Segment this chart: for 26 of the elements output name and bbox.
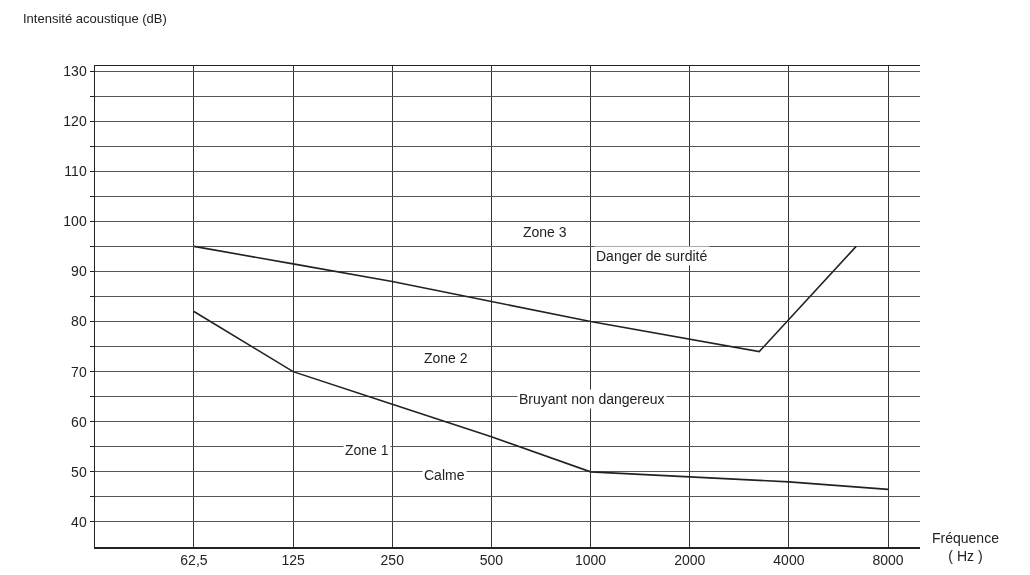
annotation: Zone 2 xyxy=(424,350,468,366)
y-axis-title: Intensité acoustique (dB) xyxy=(23,11,167,26)
x-tick-label: 62,5 xyxy=(180,552,208,569)
y-tick-label: 130 xyxy=(63,62,87,79)
x-tick-label: 125 xyxy=(281,552,305,569)
x-tick-label: 1000 xyxy=(575,552,607,569)
y-tick-label: 40 xyxy=(71,513,87,530)
y-tick-label: 80 xyxy=(71,313,87,330)
annotation: Zone 1 xyxy=(345,442,389,458)
x-tick-label: 8000 xyxy=(872,552,904,569)
x-tick-label: 2000 xyxy=(674,552,706,569)
annotation: Calme xyxy=(424,467,465,483)
annotation: Zone 3 xyxy=(523,224,567,240)
y-tick-label: 50 xyxy=(71,463,87,480)
y-tick-label: 60 xyxy=(71,413,87,430)
y-tick-label: 100 xyxy=(63,213,87,230)
y-tick-label: 90 xyxy=(71,263,87,280)
y-tick-label: 110 xyxy=(64,163,87,180)
x-tick-label: 500 xyxy=(479,552,504,569)
x-tick-label: 4000 xyxy=(773,552,805,569)
annotation: Danger de surdité xyxy=(596,248,708,264)
y-tick-label: 70 xyxy=(71,363,87,380)
annotation: Bruyant non dangereux xyxy=(519,391,665,407)
x-axis-title: Fréquence ( Hz ) xyxy=(932,530,1000,565)
x-tick-label: 250 xyxy=(380,552,405,569)
y-tick-label: 120 xyxy=(63,113,87,130)
